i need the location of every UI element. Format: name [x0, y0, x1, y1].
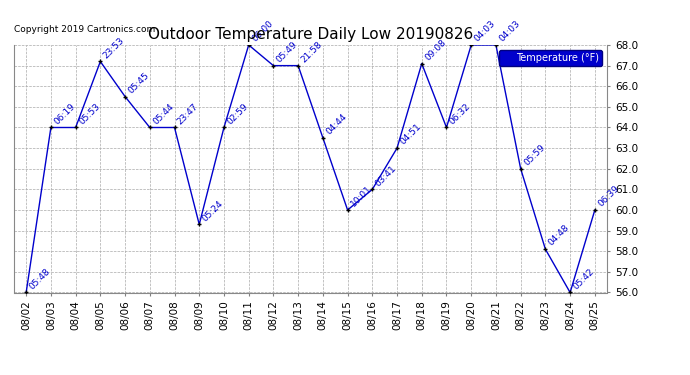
Text: 23:47: 23:47	[176, 102, 200, 126]
Text: Copyright 2019 Cartronics.com: Copyright 2019 Cartronics.com	[14, 25, 155, 34]
Text: 02:59: 02:59	[226, 102, 250, 126]
Text: 05:44: 05:44	[151, 102, 176, 126]
Text: 04:51: 04:51	[398, 122, 423, 147]
Text: 03:41: 03:41	[374, 164, 398, 188]
Text: 09:08: 09:08	[423, 38, 448, 62]
Text: 04:03: 04:03	[497, 19, 522, 44]
Text: 23:53: 23:53	[101, 36, 126, 60]
Text: 05:59: 05:59	[522, 143, 546, 167]
Text: 05:45: 05:45	[126, 70, 151, 95]
Text: 06:00: 06:00	[250, 19, 275, 44]
Text: 04:03: 04:03	[473, 19, 497, 44]
Text: 06:32: 06:32	[448, 102, 473, 126]
Title: Outdoor Temperature Daily Low 20190826: Outdoor Temperature Daily Low 20190826	[148, 27, 473, 42]
Text: 05:49: 05:49	[275, 40, 299, 64]
Text: 06:19: 06:19	[52, 102, 77, 126]
Text: 04:44: 04:44	[324, 112, 348, 136]
Text: 04:48: 04:48	[546, 224, 571, 248]
Text: 05:42: 05:42	[571, 267, 596, 291]
Legend: Temperature (°F): Temperature (°F)	[499, 50, 602, 66]
Text: 06:39: 06:39	[596, 184, 621, 209]
Text: 05:48: 05:48	[28, 267, 52, 291]
Text: 05:24: 05:24	[201, 199, 225, 223]
Text: 21:58: 21:58	[299, 40, 324, 64]
Text: 05:53: 05:53	[77, 102, 101, 126]
Text: 10:01: 10:01	[349, 184, 374, 209]
